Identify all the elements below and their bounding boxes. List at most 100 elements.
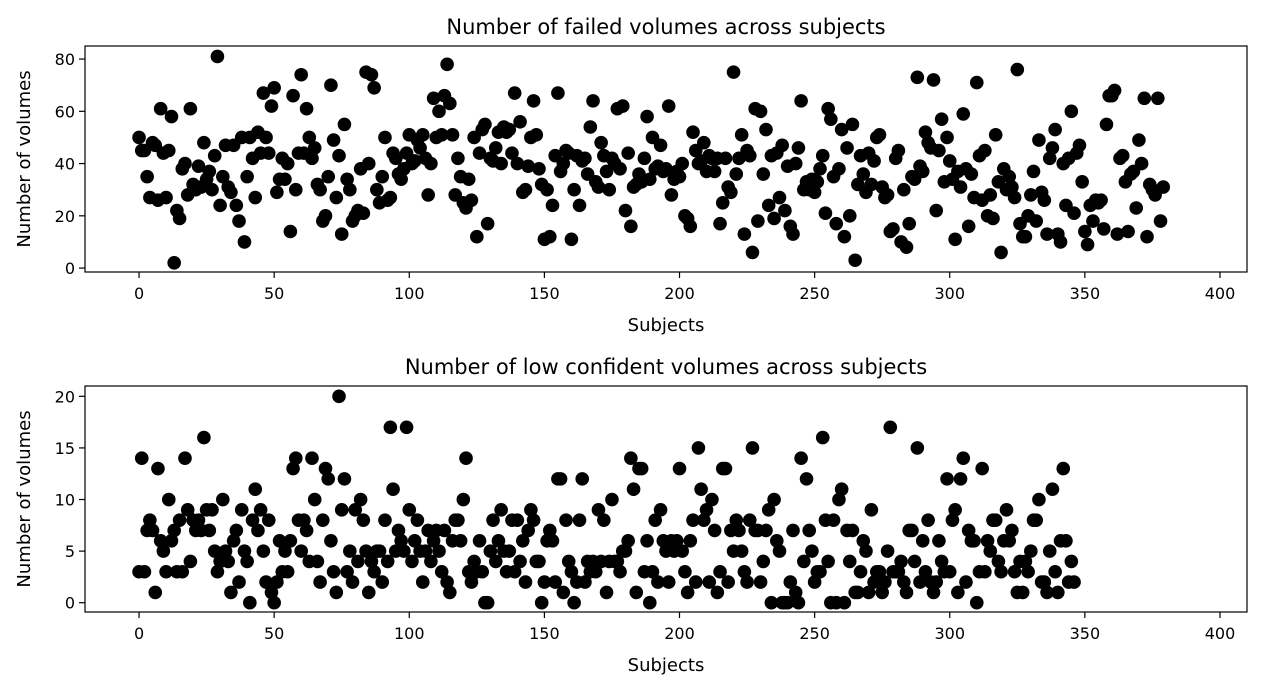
x-tick-label: 100 xyxy=(394,284,425,303)
data-point xyxy=(1026,164,1041,179)
data-point xyxy=(172,513,187,527)
data-point xyxy=(697,135,711,150)
y-tick-label: 20 xyxy=(55,387,75,406)
data-point xyxy=(280,156,295,171)
y-tick-label: 10 xyxy=(55,491,75,510)
data-point xyxy=(410,513,425,527)
data-point xyxy=(742,148,757,163)
data-point xyxy=(872,128,887,142)
data-point xyxy=(424,554,438,569)
data-point xyxy=(415,575,430,589)
data-point xyxy=(788,156,803,171)
data-point xyxy=(856,533,871,548)
data-point xyxy=(153,533,168,548)
data-point xyxy=(467,554,481,569)
data-point xyxy=(451,151,465,166)
data-point xyxy=(140,169,154,184)
data-point xyxy=(380,554,395,569)
data-point xyxy=(545,198,560,213)
data-point xyxy=(634,461,649,476)
data-point xyxy=(932,533,946,548)
data-point xyxy=(532,161,546,176)
data-point xyxy=(353,492,368,507)
data-point xyxy=(572,513,587,527)
data-point xyxy=(375,169,390,184)
data-point xyxy=(1115,148,1130,163)
data-point xyxy=(1140,229,1154,244)
x-tick-label: 300 xyxy=(934,624,965,643)
data-point xyxy=(443,585,457,600)
data-point xyxy=(1029,513,1044,527)
data-point xyxy=(567,182,581,197)
data-point xyxy=(613,564,627,579)
data-point xyxy=(1040,585,1054,600)
data-point xyxy=(918,125,933,140)
data-point xyxy=(259,130,273,145)
data-point xyxy=(151,461,165,476)
data-point xyxy=(197,430,211,445)
data-point xyxy=(615,99,630,113)
data-point xyxy=(897,575,911,589)
data-point xyxy=(302,130,317,145)
data-point xyxy=(791,141,806,155)
data-point xyxy=(991,554,1006,569)
y-tick-label: 15 xyxy=(55,439,75,458)
data-point xyxy=(1059,533,1073,548)
data-point xyxy=(913,575,927,589)
data-point xyxy=(767,211,781,226)
data-point xyxy=(543,229,557,244)
data-point xyxy=(629,585,644,600)
data-point xyxy=(1005,180,1019,194)
data-point xyxy=(637,151,652,166)
data-point xyxy=(1007,564,1022,579)
data-point xyxy=(932,143,946,158)
data-point xyxy=(929,575,944,589)
data-point xyxy=(437,523,452,538)
data-point xyxy=(316,513,330,527)
data-point xyxy=(210,49,225,64)
data-point xyxy=(921,513,935,527)
x-tick-label: 350 xyxy=(1070,284,1101,303)
data-point xyxy=(337,472,352,486)
data-point xyxy=(545,533,560,548)
data-point xyxy=(891,564,906,579)
x-axis-label: Subjects xyxy=(628,315,705,336)
data-point xyxy=(521,159,535,173)
data-point xyxy=(934,554,949,569)
data-point xyxy=(737,564,752,579)
data-point xyxy=(459,451,473,466)
x-tick-label: 150 xyxy=(529,284,560,303)
data-point xyxy=(288,451,303,466)
data-point xyxy=(1107,83,1122,98)
data-point xyxy=(1121,224,1135,239)
data-point xyxy=(624,219,638,234)
data-point xyxy=(1051,585,1065,600)
data-point xyxy=(221,554,236,569)
data-point xyxy=(751,214,765,228)
data-point xyxy=(559,513,573,527)
chart-failed-volumes: Number of failed volumes across subjects… xyxy=(14,15,1248,336)
data-point xyxy=(464,575,479,589)
data-point xyxy=(964,167,979,181)
data-point xyxy=(299,101,314,116)
data-point xyxy=(578,575,592,589)
x-tick-label: 300 xyxy=(934,284,965,303)
data-point xyxy=(405,554,419,569)
data-point xyxy=(729,167,744,181)
data-point xyxy=(556,585,571,600)
data-point xyxy=(840,141,854,155)
data-point xyxy=(659,161,673,176)
data-point xyxy=(294,544,308,558)
data-point xyxy=(180,503,195,517)
data-point xyxy=(224,185,238,200)
y-axis-label: Number of volumes xyxy=(14,70,35,247)
data-point xyxy=(240,554,254,569)
data-point xyxy=(564,564,579,579)
data-point xyxy=(334,227,349,241)
data-point xyxy=(148,585,163,600)
data-point xyxy=(175,564,190,579)
data-point xyxy=(813,564,827,579)
data-point xyxy=(502,122,517,137)
data-point xyxy=(788,585,803,600)
data-point xyxy=(232,575,246,589)
